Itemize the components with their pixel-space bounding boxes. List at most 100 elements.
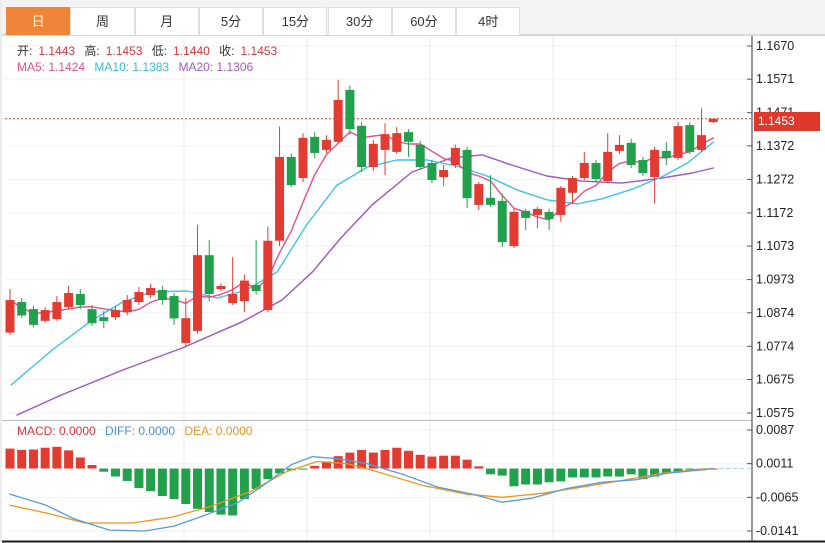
macd-bar — [17, 449, 27, 469]
macd-bar — [52, 446, 62, 469]
axis-label: 1.1571 — [756, 72, 794, 86]
macd-bar — [122, 468, 132, 481]
high-value: 1.1453 — [105, 44, 143, 58]
candle-body — [228, 294, 238, 304]
macd-bar — [216, 468, 226, 515]
timeframe-tabbar: 日周月 5分 15分 30分 60分 4时 — [2, 0, 825, 35]
current-price-badge: 1.1453 — [754, 112, 820, 131]
candle-body — [333, 99, 343, 142]
macd-bar — [392, 447, 402, 469]
macd-bar — [239, 468, 249, 500]
open-value: 1.1443 — [38, 44, 76, 58]
macd-bar — [532, 468, 542, 485]
close-label: 收: — [219, 44, 235, 58]
macd-bar — [650, 468, 660, 477]
macd-bar — [673, 468, 683, 472]
candle-body — [509, 211, 519, 247]
macd-bar — [298, 468, 308, 470]
tab-timeframe-6[interactable]: 30分 — [327, 7, 392, 35]
candle-body — [286, 156, 296, 186]
macd-bar — [87, 464, 97, 469]
ma10-readout: MA10: 1.1383 — [94, 60, 170, 74]
macd-bar — [614, 468, 624, 477]
candle-body — [614, 144, 624, 151]
ohlc-readout: 开: 1.1443 高: 1.1453 低: 1.1440 收: 1.1453 — [17, 42, 283, 59]
axis-label: 1.0973 — [756, 273, 794, 287]
macd-bar — [275, 468, 285, 474]
macd-bar — [333, 456, 343, 469]
candle-body — [556, 187, 566, 215]
macd-bar — [146, 468, 156, 492]
candle-body — [75, 294, 85, 306]
macd-bar — [603, 468, 613, 477]
candle-body — [357, 125, 367, 167]
candle-body — [439, 170, 449, 178]
macd-bar — [439, 455, 449, 469]
candle-body — [532, 208, 542, 215]
macd-bar — [403, 450, 413, 469]
macd-bar — [497, 468, 507, 476]
tab-timeframe-8[interactable]: 4时 — [456, 7, 521, 35]
macd-bar — [415, 454, 425, 469]
ma-legend: MA5: 1.1424 MA10: 1.1383 MA20: 1.1306 — [17, 60, 259, 74]
candle-body — [122, 300, 132, 313]
tab-timeframe-1[interactable]: 日 — [6, 7, 71, 35]
candle-body — [603, 151, 613, 182]
axis-label: 1.0874 — [756, 306, 794, 320]
open-label: 开: — [17, 44, 33, 58]
candle-body — [239, 280, 249, 302]
macd-bar — [228, 468, 238, 516]
axis-label: 1.1272 — [756, 172, 794, 186]
ma20-readout: MA20: 1.1306 — [178, 60, 254, 74]
macd-readout: MACD: 0.0000 — [17, 424, 96, 438]
ma20-line — [16, 154, 714, 416]
macd-bar — [110, 468, 120, 477]
candle-body — [450, 147, 460, 165]
candle-body — [110, 310, 120, 318]
diff-line — [9, 455, 714, 532]
candle-body — [134, 292, 144, 303]
tab-timeframe-4[interactable]: 5分 — [198, 7, 264, 35]
macd-bar — [521, 468, 531, 485]
macd-bar — [450, 455, 460, 469]
tab-timeframe-5[interactable]: 15分 — [263, 7, 328, 35]
candle-body — [157, 289, 167, 301]
macd-bar — [181, 468, 191, 504]
candle-body — [87, 309, 97, 324]
axis-label: 1.0575 — [756, 406, 794, 420]
candle-body — [638, 159, 648, 174]
axis-label: 0.0087 — [756, 423, 794, 437]
macd-bar — [40, 447, 50, 469]
axis-label: 1.1372 — [756, 139, 794, 153]
candle-body — [462, 149, 472, 199]
axis-label: -0.0141 — [756, 524, 798, 538]
macd-bar — [310, 465, 320, 469]
candle-body — [345, 89, 355, 130]
tab-timeframe-2[interactable]: 周 — [70, 7, 135, 35]
candle-body — [403, 132, 413, 142]
axis-label: 1.1073 — [756, 239, 794, 253]
tab-timeframe-3[interactable]: 月 — [134, 7, 199, 35]
candle-body — [392, 133, 402, 152]
macd-bar — [251, 468, 261, 489]
candle-body — [17, 302, 27, 316]
candle-body — [146, 287, 156, 296]
macd-bar — [204, 468, 214, 512]
macd-bar — [99, 468, 109, 472]
candle-body — [579, 162, 589, 179]
macd-bar — [157, 468, 167, 497]
macd-bar — [661, 468, 671, 474]
candle-body — [486, 197, 496, 205]
candle-body — [368, 143, 378, 167]
close-value: 1.1453 — [240, 44, 278, 58]
macd-legend: MACD: 0.0000 DIFF: 0.0000 DEA: 0.0000 — [17, 424, 258, 438]
macd-bar — [321, 461, 331, 469]
high-label: 高: — [84, 44, 100, 58]
candle-body — [708, 118, 718, 123]
tab-timeframe-7[interactable]: 60分 — [391, 7, 457, 35]
diff-readout: DIFF: 0.0000 — [105, 424, 176, 438]
low-label: 低: — [151, 44, 168, 58]
macd-bar — [427, 456, 437, 469]
